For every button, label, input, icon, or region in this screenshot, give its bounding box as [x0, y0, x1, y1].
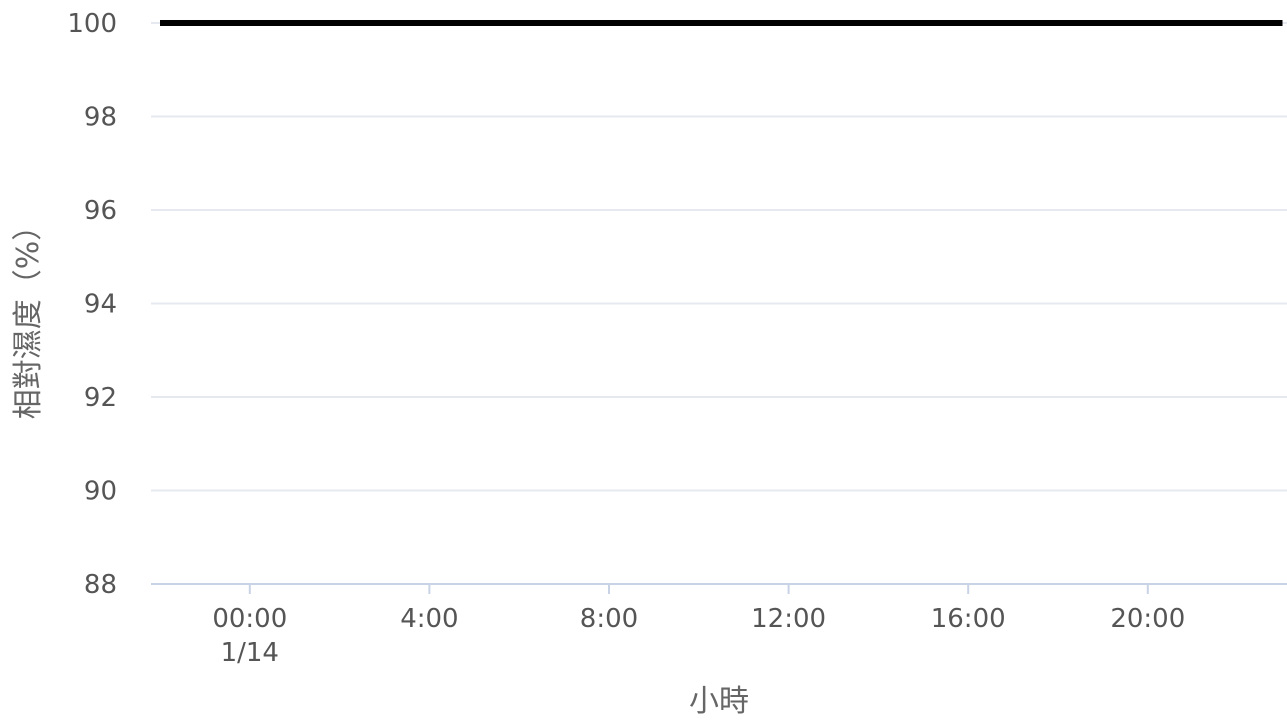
- x-tick-label: 8:00: [580, 604, 638, 634]
- gridlines: [151, 22, 1287, 492]
- y-tick-label: 94: [84, 290, 117, 320]
- x-tick-label: 00:00: [212, 604, 287, 634]
- x-axis-title: 小時: [689, 684, 749, 719]
- y-axis-title: 相對濕度（%）: [11, 211, 46, 420]
- x-tick-label: 12:00: [751, 604, 826, 634]
- x-tick-label: 20:00: [1110, 604, 1185, 634]
- x-tick-sublabel: 1/14: [221, 638, 279, 668]
- x-tick-label: 16:00: [931, 604, 1006, 634]
- y-tick-label: 100: [67, 9, 117, 39]
- axes: 88 90 92 94 96 98 100 00:00 1/14 4:00 8:00 12:00 16:…: [67, 9, 1287, 668]
- y-tick-label: 98: [84, 103, 117, 133]
- y-tick-label: 92: [84, 383, 117, 413]
- y-tick-label: 90: [84, 477, 117, 507]
- y-tick-label: 88: [84, 570, 117, 600]
- x-tick-label: 4:00: [400, 604, 458, 634]
- y-tick-label: 96: [84, 196, 117, 226]
